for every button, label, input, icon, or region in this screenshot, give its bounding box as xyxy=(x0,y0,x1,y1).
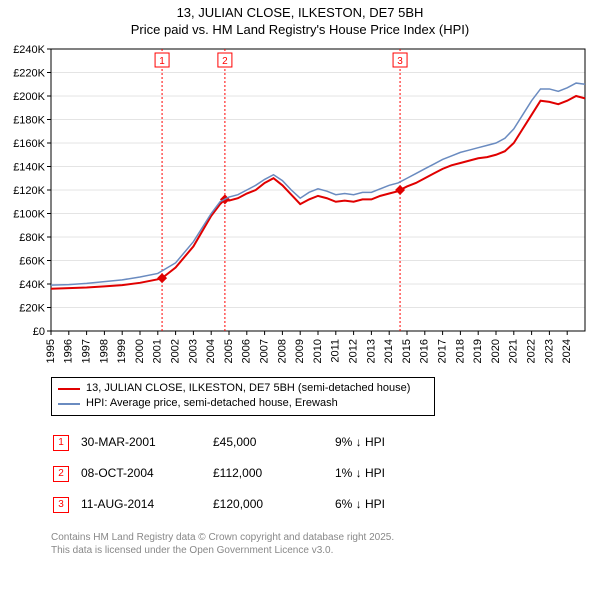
svg-text:£140K: £140K xyxy=(13,162,45,174)
table-row: 1 30-MAR-2001£45,0009% ↓ HPI xyxy=(53,428,395,457)
event-marker: 3 xyxy=(53,497,69,513)
svg-text:£240K: £240K xyxy=(13,44,45,56)
footer-line1: Contains HM Land Registry data © Crown c… xyxy=(51,531,595,544)
footer: Contains HM Land Registry data © Crown c… xyxy=(51,531,595,557)
svg-text:2011: 2011 xyxy=(330,339,342,363)
event-date: 08-OCT-2004 xyxy=(81,459,211,488)
svg-text:£20K: £20K xyxy=(19,303,45,315)
legend: 13, JULIAN CLOSE, ILKESTON, DE7 5BH (sem… xyxy=(51,377,435,416)
svg-text:3: 3 xyxy=(397,56,403,67)
chart-svg: £0 £20K £40K £60K £80K £100K £120K £140K £160K £1… xyxy=(5,43,595,373)
svg-text:2018: 2018 xyxy=(454,339,466,363)
svg-text:2012: 2012 xyxy=(348,339,360,363)
event-price: £112,000 xyxy=(213,459,333,488)
legend-swatch xyxy=(58,403,80,405)
event-date: 30-MAR-2001 xyxy=(81,428,211,457)
svg-text:2010: 2010 xyxy=(312,339,324,363)
svg-text:2022: 2022 xyxy=(526,339,538,363)
event-marker: 1 xyxy=(53,435,69,451)
legend-row: 13, JULIAN CLOSE, ILKESTON, DE7 5BH (sem… xyxy=(58,381,428,396)
footer-line2: This data is licensed under the Open Gov… xyxy=(51,544,595,557)
svg-text:2023: 2023 xyxy=(543,339,555,363)
svg-text:2004: 2004 xyxy=(205,339,217,363)
svg-text:2013: 2013 xyxy=(365,339,377,363)
title-line2: Price paid vs. HM Land Registry's House … xyxy=(5,22,595,37)
svg-text:£120K: £120K xyxy=(13,185,45,197)
event-price: £45,000 xyxy=(213,428,333,457)
svg-text:2024: 2024 xyxy=(561,339,573,363)
event-date: 11-AUG-2014 xyxy=(81,490,211,519)
table-row: 2 08-OCT-2004£112,0001% ↓ HPI xyxy=(53,459,395,488)
event-delta: 9% ↓ HPI xyxy=(335,428,395,457)
svg-text:£180K: £180K xyxy=(13,115,45,127)
svg-text:2021: 2021 xyxy=(508,339,520,363)
svg-text:£220K: £220K xyxy=(13,68,45,80)
svg-text:1: 1 xyxy=(159,56,165,67)
svg-text:2020: 2020 xyxy=(490,339,502,363)
svg-text:£160K: £160K xyxy=(13,138,45,150)
svg-text:2003: 2003 xyxy=(187,339,199,363)
legend-row: HPI: Average price, semi-detached house,… xyxy=(58,396,428,411)
svg-text:2015: 2015 xyxy=(401,339,413,363)
svg-text:2002: 2002 xyxy=(170,339,182,363)
svg-text:2006: 2006 xyxy=(241,339,253,363)
table-row: 3 11-AUG-2014£120,0006% ↓ HPI xyxy=(53,490,395,519)
svg-text:£80K: £80K xyxy=(19,232,45,244)
event-price: £120,000 xyxy=(213,490,333,519)
svg-text:2009: 2009 xyxy=(294,339,306,363)
svg-text:2017: 2017 xyxy=(437,339,449,363)
legend-label: HPI: Average price, semi-detached house,… xyxy=(86,396,338,411)
legend-label: 13, JULIAN CLOSE, ILKESTON, DE7 5BH (sem… xyxy=(86,381,410,396)
title-line1: 13, JULIAN CLOSE, ILKESTON, DE7 5BH xyxy=(5,5,595,20)
svg-text:2000: 2000 xyxy=(134,339,146,363)
legend-swatch xyxy=(58,388,80,390)
svg-text:£0: £0 xyxy=(33,326,45,338)
event-delta: 6% ↓ HPI xyxy=(335,490,395,519)
svg-text:2008: 2008 xyxy=(276,339,288,363)
event-delta: 1% ↓ HPI xyxy=(335,459,395,488)
svg-text:£40K: £40K xyxy=(19,279,45,291)
title-block: 13, JULIAN CLOSE, ILKESTON, DE7 5BH Pric… xyxy=(5,5,595,37)
svg-text:1997: 1997 xyxy=(81,339,93,363)
svg-text:2016: 2016 xyxy=(419,339,431,363)
svg-text:1998: 1998 xyxy=(98,339,110,363)
svg-text:£200K: £200K xyxy=(13,91,45,103)
svg-text:1999: 1999 xyxy=(116,339,128,363)
svg-text:2005: 2005 xyxy=(223,339,235,363)
events-table: 1 30-MAR-2001£45,0009% ↓ HPI 2 08-OCT-2004£… xyxy=(51,426,397,521)
svg-text:2: 2 xyxy=(222,56,228,67)
svg-text:£100K: £100K xyxy=(13,209,45,221)
chart: £0 £20K £40K £60K £80K £100K £120K £140K £160K £1… xyxy=(5,43,595,373)
svg-text:2014: 2014 xyxy=(383,339,395,363)
svg-text:1996: 1996 xyxy=(63,339,75,363)
event-marker: 2 xyxy=(53,466,69,482)
svg-text:2019: 2019 xyxy=(472,339,484,363)
svg-text:2007: 2007 xyxy=(259,339,271,363)
svg-text:£60K: £60K xyxy=(19,256,45,268)
svg-text:2001: 2001 xyxy=(152,339,164,363)
svg-text:1995: 1995 xyxy=(45,339,57,363)
